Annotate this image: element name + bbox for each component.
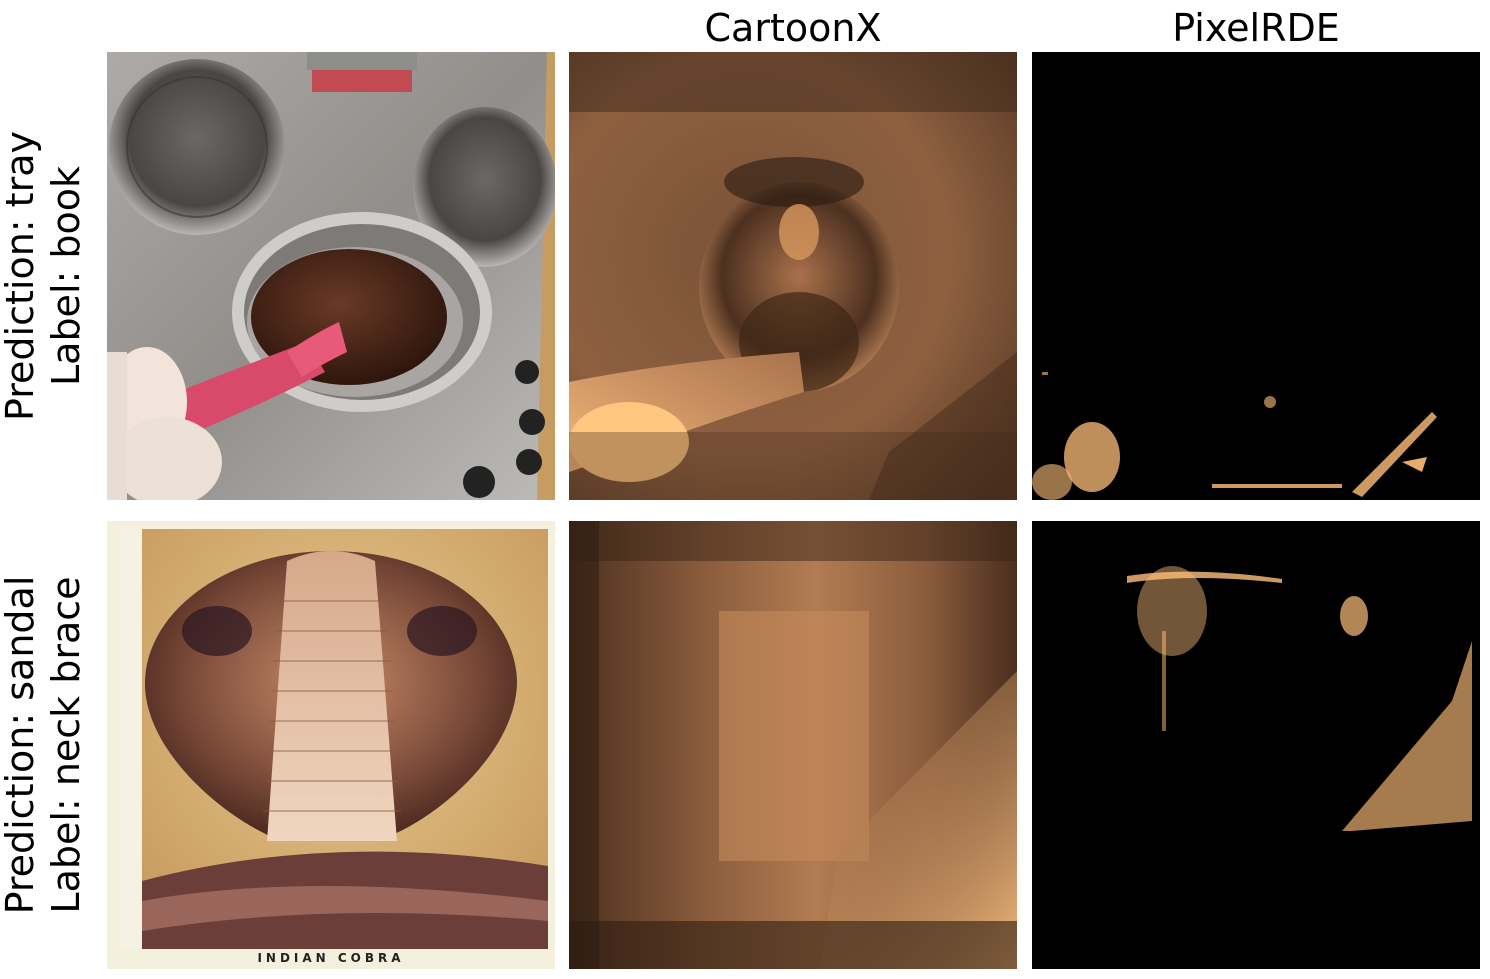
row2-original-image: INDIAN COBRA — [107, 521, 555, 969]
row-label-2: Prediction: sandal Label: neck brace — [0, 521, 107, 969]
row1-prediction: Prediction: tray — [0, 131, 42, 421]
row2-pixelrde-map — [1032, 521, 1480, 969]
column-title-cartoonx: CartoonX — [704, 6, 882, 50]
row1-pixelrde-map — [1032, 52, 1480, 500]
row2-label: Label: neck brace — [44, 576, 88, 914]
row1-label: Label: book — [44, 165, 88, 387]
row1-cartoonx-map — [569, 52, 1017, 500]
row2-prediction: Prediction: sandal — [0, 575, 42, 915]
column-title-pixelrde: PixelRDE — [1172, 6, 1340, 50]
row-label-1: Prediction: tray Label: book — [0, 52, 107, 500]
row2-cartoonx-map — [569, 521, 1017, 969]
row1-original-image — [107, 52, 555, 500]
poster-caption: INDIAN COBRA — [257, 951, 404, 965]
